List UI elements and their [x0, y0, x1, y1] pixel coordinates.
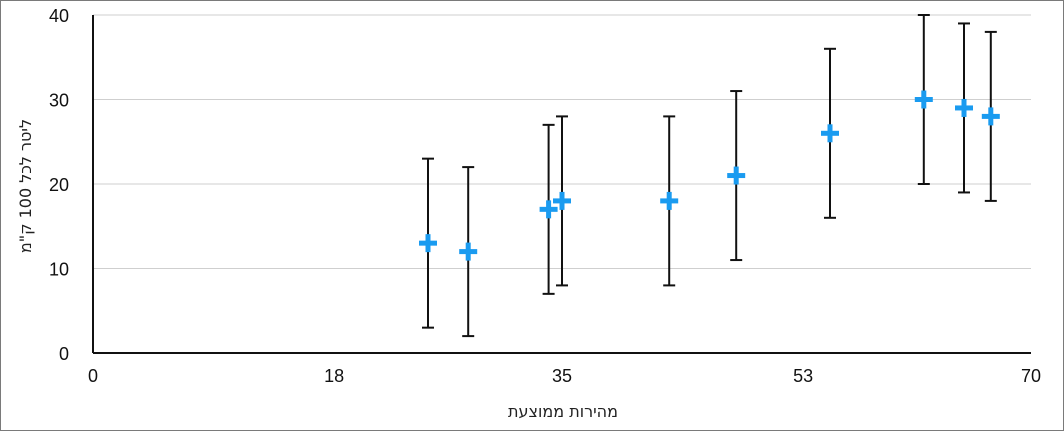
error-bars [422, 14, 997, 338]
plus-marker [821, 124, 839, 143]
y-tick-label: 40 [49, 6, 69, 26]
x-tick-label: 53 [793, 366, 813, 386]
plus-marker [419, 234, 437, 253]
y-tick-label: 20 [49, 175, 69, 195]
x-axis-title: מהירות ממוצעת [508, 402, 618, 421]
x-tick-label: 35 [552, 366, 572, 386]
axes [92, 15, 1031, 354]
x-tick-label: 18 [324, 366, 344, 386]
plus-marker [981, 107, 1000, 126]
data-points [419, 90, 1000, 261]
plus-marker [660, 191, 679, 210]
plus-marker [727, 166, 746, 185]
x-tick-label: 70 [1021, 366, 1041, 386]
plus-marker [539, 200, 558, 219]
plus-marker [955, 98, 973, 117]
plus-marker [914, 90, 933, 109]
y-tick-label: 0 [59, 344, 69, 364]
x-tick-label: 0 [88, 366, 98, 386]
y-tick-label: 10 [49, 260, 69, 280]
y-tick-label: 30 [49, 91, 69, 111]
plus-marker [553, 191, 571, 210]
y-axis-title: ליטר לכל 100 ק"מ [16, 119, 35, 253]
plus-marker [459, 242, 478, 261]
tick-labels: 0 10 20 30 40 0 18 35 53 70 [49, 6, 1041, 386]
